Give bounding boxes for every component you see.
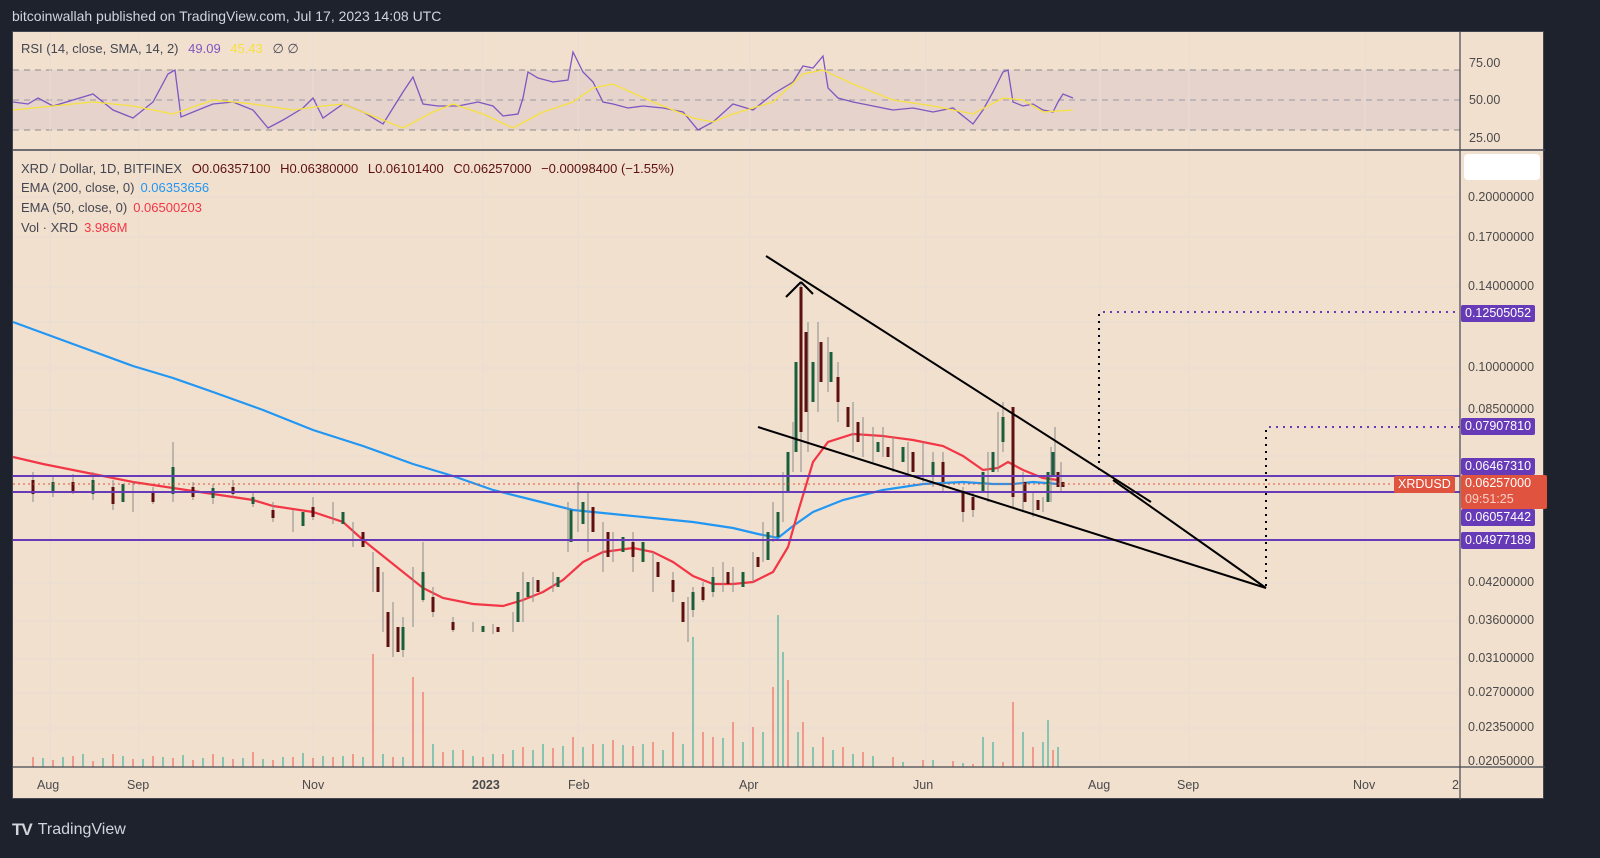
chart-frame[interactable]: RSI (14, close, SMA, 14, 2) 49.09 45.43 … [12,31,1547,800]
ema50-legend[interactable]: EMA (50, close, 0) 0.06500203 [21,200,208,215]
time-axis-label: Nov [1353,778,1376,792]
vol-value: 3.986M [84,220,128,235]
rsi-title: RSI (14, close, SMA, 14, 2) [21,41,179,56]
price-axis-label: 0.02050000 [1468,754,1535,768]
ema200-label: EMA (200, close, 0) [21,180,135,195]
rsi-legend: RSI (14, close, SMA, 14, 2) 49.09 45.43 … [21,41,305,57]
ema200-legend[interactable]: EMA (200, close, 0) 0.06353656 [21,180,215,195]
chart-canvas[interactable] [13,32,1545,800]
ema200-value: 0.06353656 [140,180,210,195]
publish-header: bitcoinwallah published on TradingView.c… [12,8,442,24]
level3-tag: 0.04977189 [1461,532,1536,549]
ohlc-low: L0.06101400 [367,161,444,176]
bar-countdown: 09:51:25 [1465,492,1514,506]
target1-tag: 0.12505052 [1461,305,1536,322]
ohlc-change: −0.00098400 (−1.55%) [541,161,675,176]
price-axis-label: 0.17000000 [1468,230,1535,244]
time-axis-label: Sep [1177,778,1200,792]
time-axis-label: Aug [37,778,60,792]
ema50-label: EMA (50, close, 0) [21,200,128,215]
wedge-upper-line [765,255,1152,503]
vol-label: Vol · XRD [21,220,79,235]
price-axis-label: 0.10000000 [1468,360,1535,374]
level2-tag: 0.06057442 [1461,509,1536,526]
current-price: 0.06257000 [1465,476,1532,490]
target2-tag: 0.07907810 [1461,418,1536,435]
time-axis-label: Apr [739,778,759,792]
price-axis-label: 0.02700000 [1468,685,1535,699]
price-axis-label: 0.04200000 [1468,575,1535,589]
time-axis-label: Nov [302,778,325,792]
ohlc-close: C0.06257000 [453,161,532,176]
ohlc-high: H0.06380000 [280,161,359,176]
price-axis-label: 0.03100000 [1468,651,1535,665]
level1-tag: 0.06467310 [1461,458,1536,475]
price-axis-label: 0.14000000 [1468,279,1535,293]
axis-blank-box [1464,154,1540,180]
rsi-axis-25: 25.00 [1469,131,1501,145]
time-axis-label: 2023 [472,778,500,792]
time-axis-label: Sep [127,778,150,792]
volume-bars [32,615,1059,767]
symbol-tag: XRDUSD [1394,476,1455,493]
wedge-lower-line [757,426,1267,589]
volume-legend[interactable]: Vol · XRD 3.986M [21,220,133,235]
ema50-value: 0.06500203 [133,200,202,215]
rsi-sma-value: 45.43 [230,41,263,56]
ohlc-open: O0.06357100 [191,161,271,176]
symbol-line[interactable]: XRD / Dollar, 1D, BITFINEX [21,161,183,176]
candles [31,282,1065,657]
price-axis-label: 0.02350000 [1468,720,1535,734]
time-axis-label: 2 [1452,778,1459,792]
footer-brand[interactable]: TV TradingView [12,820,126,840]
tradingview-logo-icon: TV [12,820,33,839]
price-axis-label: 0.20000000 [1468,190,1535,204]
brand-name: TradingView [37,821,126,838]
time-axis-label: Feb [568,778,590,792]
rsi-na-icons: ∅ ∅ [272,41,299,56]
time-axis-label: Jun [913,778,934,792]
rsi-axis-50: 50.00 [1469,93,1501,107]
rsi-band [13,70,1460,130]
current-price-tag: 0.06257000 09:51:25 [1461,475,1547,509]
price-axis-label: 0.08500000 [1468,402,1535,416]
time-axis-label: Aug [1088,778,1111,792]
price-axis-label: 0.03600000 [1468,613,1535,627]
rsi-axis-75: 75.00 [1469,56,1501,70]
rsi-value: 49.09 [188,41,221,56]
price-legend: XRD / Dollar, 1D, BITFINEX O0.06357100 H… [21,161,680,176]
